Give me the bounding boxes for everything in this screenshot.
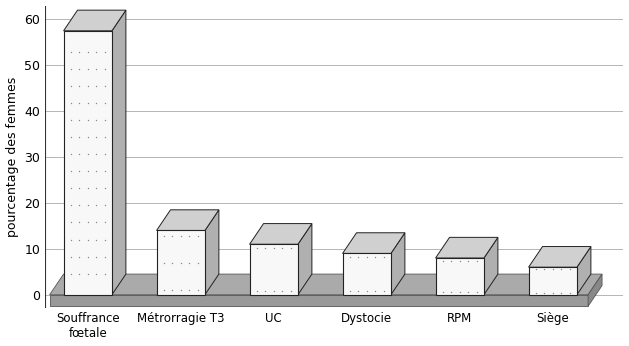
Polygon shape [298, 224, 312, 295]
Bar [157, 230, 205, 295]
Bar [435, 258, 484, 295]
Polygon shape [112, 10, 126, 295]
Bar [528, 267, 577, 295]
Polygon shape [343, 233, 405, 253]
Bar [64, 31, 112, 295]
Polygon shape [250, 224, 312, 244]
Polygon shape [588, 274, 602, 306]
Polygon shape [64, 10, 126, 31]
Bar [250, 244, 298, 295]
Polygon shape [484, 237, 498, 295]
Polygon shape [205, 210, 219, 295]
Polygon shape [391, 233, 405, 295]
Polygon shape [157, 210, 219, 230]
Bar [343, 253, 391, 295]
Polygon shape [50, 274, 602, 295]
Polygon shape [577, 247, 591, 295]
Polygon shape [50, 295, 588, 306]
Polygon shape [435, 237, 498, 258]
Y-axis label: pourcentage des femmes: pourcentage des femmes [6, 76, 19, 237]
Polygon shape [528, 247, 591, 267]
